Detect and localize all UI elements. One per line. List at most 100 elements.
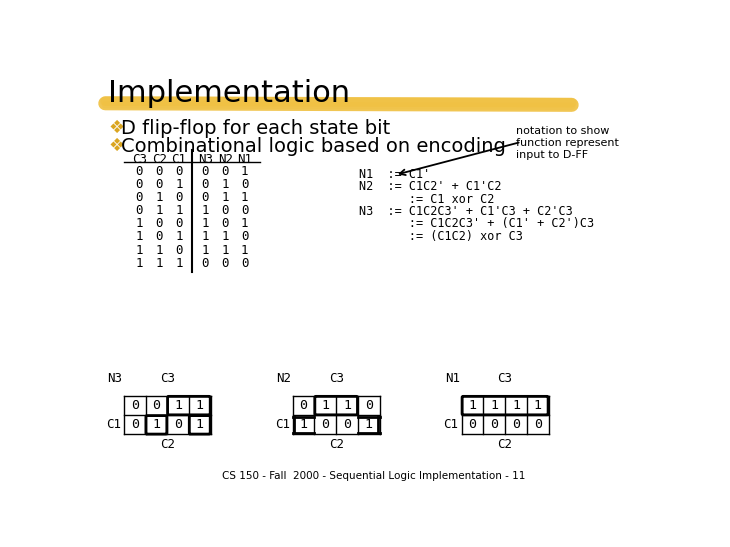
Text: 1: 1 — [175, 204, 182, 217]
Text: 0: 0 — [201, 191, 209, 204]
Text: 1: 1 — [241, 217, 248, 230]
Text: 0: 0 — [491, 418, 499, 432]
Text: 0: 0 — [136, 165, 143, 178]
Text: 1: 1 — [491, 399, 499, 412]
Text: 0: 0 — [222, 217, 229, 230]
Text: 1: 1 — [241, 165, 248, 178]
Text: 0: 0 — [155, 217, 164, 230]
Text: 0: 0 — [136, 204, 143, 217]
Text: 1: 1 — [175, 230, 182, 243]
Text: 0: 0 — [201, 257, 209, 270]
Text: CS 150 - Fall  2000 - Sequential Logic Implementation - 11: CS 150 - Fall 2000 - Sequential Logic Im… — [223, 470, 526, 481]
Text: ❖: ❖ — [108, 137, 124, 155]
Text: 1: 1 — [153, 418, 161, 432]
Text: N3: N3 — [198, 153, 212, 166]
Text: C3: C3 — [160, 372, 174, 385]
Text: 1: 1 — [222, 243, 229, 257]
Text: 0: 0 — [241, 257, 248, 270]
Text: 0: 0 — [153, 399, 161, 412]
Text: C3: C3 — [132, 153, 147, 166]
Text: C2: C2 — [160, 438, 174, 451]
Text: 1: 1 — [136, 257, 143, 270]
Text: 0: 0 — [299, 399, 307, 412]
Text: 0: 0 — [136, 191, 143, 204]
Text: 1: 1 — [222, 191, 229, 204]
Text: C1: C1 — [172, 153, 186, 166]
Text: 0: 0 — [222, 204, 229, 217]
Text: 1: 1 — [321, 399, 329, 412]
Text: 1: 1 — [222, 230, 229, 243]
Text: 0: 0 — [222, 165, 229, 178]
Text: 1: 1 — [196, 399, 204, 412]
Text: := C1 xor C2: := C1 xor C2 — [358, 193, 494, 206]
Text: 0: 0 — [201, 165, 209, 178]
Text: 0: 0 — [131, 399, 139, 412]
Text: 0: 0 — [241, 230, 248, 243]
Text: 1: 1 — [201, 243, 209, 257]
Text: N2: N2 — [276, 372, 291, 385]
Text: 1: 1 — [241, 243, 248, 257]
Text: 0: 0 — [343, 418, 351, 432]
Text: 1: 1 — [155, 243, 164, 257]
Text: 1: 1 — [512, 399, 520, 412]
Text: 1: 1 — [174, 399, 182, 412]
Text: N1  := C1': N1 := C1' — [358, 168, 430, 181]
Text: 0: 0 — [155, 178, 164, 191]
Text: 1: 1 — [155, 204, 164, 217]
Text: := C1C2C3' + (C1' + C2')C3: := C1C2C3' + (C1' + C2')C3 — [358, 217, 593, 230]
Text: 0: 0 — [534, 418, 542, 432]
Text: C3: C3 — [328, 372, 344, 385]
Text: := (C1C2) xor C3: := (C1C2) xor C3 — [358, 230, 523, 243]
Text: 0: 0 — [241, 178, 248, 191]
Text: D flip-flop for each state bit: D flip-flop for each state bit — [121, 119, 391, 138]
Text: 1: 1 — [343, 399, 351, 412]
Text: 1: 1 — [201, 230, 209, 243]
Text: 1: 1 — [201, 204, 209, 217]
Text: 1: 1 — [534, 399, 542, 412]
Text: 0: 0 — [131, 418, 139, 432]
Text: 0: 0 — [321, 418, 329, 432]
Text: 0: 0 — [174, 418, 182, 432]
Text: Combinational logic based on encoding: Combinational logic based on encoding — [121, 137, 507, 156]
Text: 0: 0 — [155, 230, 164, 243]
Text: C1: C1 — [444, 418, 458, 432]
Text: N1: N1 — [237, 153, 252, 166]
Text: 0: 0 — [512, 418, 520, 432]
Text: 1: 1 — [299, 418, 307, 432]
Text: 0: 0 — [365, 399, 373, 412]
Text: N3: N3 — [107, 372, 122, 385]
Text: notation to show
function represent
input to D-FF: notation to show function represent inpu… — [516, 126, 619, 160]
Text: 1: 1 — [365, 418, 373, 432]
Text: ❖: ❖ — [108, 119, 124, 137]
Text: 1: 1 — [136, 230, 143, 243]
Text: 1: 1 — [155, 191, 164, 204]
Text: 0: 0 — [175, 191, 182, 204]
Text: 0: 0 — [469, 418, 477, 432]
Text: 0: 0 — [175, 243, 182, 257]
Text: 0: 0 — [136, 178, 143, 191]
Text: C2: C2 — [498, 438, 512, 451]
Text: 1: 1 — [175, 257, 182, 270]
Text: 0: 0 — [155, 165, 164, 178]
Text: 0: 0 — [175, 217, 182, 230]
Text: 1: 1 — [201, 217, 209, 230]
Text: 1: 1 — [175, 178, 182, 191]
Text: C1: C1 — [106, 418, 120, 432]
Text: 1: 1 — [196, 418, 204, 432]
Text: C3: C3 — [498, 372, 512, 385]
Text: N3  := C1C2C3' + C1'C3 + C2'C3: N3 := C1C2C3' + C1'C3 + C2'C3 — [358, 205, 572, 218]
Text: N2: N2 — [218, 153, 233, 166]
Text: 0: 0 — [222, 257, 229, 270]
Text: 0: 0 — [241, 204, 248, 217]
Text: 1: 1 — [155, 257, 164, 270]
Text: 1: 1 — [241, 191, 248, 204]
Text: C2: C2 — [152, 153, 167, 166]
Text: 0: 0 — [201, 178, 209, 191]
Text: C1: C1 — [274, 418, 290, 432]
Text: C2: C2 — [328, 438, 344, 451]
Text: N1: N1 — [445, 372, 460, 385]
Text: 1: 1 — [136, 217, 143, 230]
Text: Implementation: Implementation — [108, 79, 350, 108]
Text: 0: 0 — [175, 165, 182, 178]
Text: 1: 1 — [469, 399, 477, 412]
